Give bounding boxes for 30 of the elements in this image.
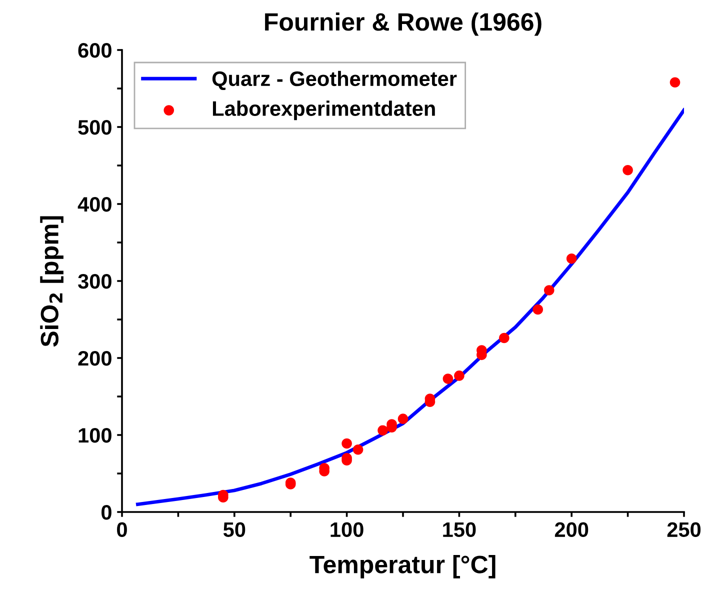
y-tick-label: 600 <box>78 43 112 58</box>
x-tick-label: 100 <box>330 522 364 538</box>
y-tick-label: 300 <box>78 274 112 289</box>
y-tick-label: 400 <box>78 197 112 212</box>
point <box>342 438 352 449</box>
point <box>532 304 544 315</box>
y-tick-label: 100 <box>78 428 112 443</box>
y-tick-label: 0 <box>102 505 112 520</box>
x-tick-label: 50 <box>223 522 246 538</box>
point <box>454 370 464 381</box>
point <box>378 425 388 436</box>
legend-label: Laborexperimentdaten <box>212 100 435 120</box>
x-tick-label: 200 <box>554 522 588 538</box>
point <box>398 414 408 424</box>
point <box>622 164 633 176</box>
point <box>670 77 680 88</box>
y-tick-label: 500 <box>78 120 112 135</box>
point <box>544 285 554 296</box>
y-tick-label: 200 <box>78 351 112 366</box>
chart-title: Fournier & Rowe (1966) <box>265 12 542 36</box>
x-axis-title: Temperatur [°C] <box>310 555 496 578</box>
point <box>352 444 364 455</box>
x-tick-label: 250 <box>667 522 701 538</box>
x-tick-label: 0 <box>117 522 127 538</box>
x-tick-label: 150 <box>443 522 476 538</box>
point <box>442 374 454 384</box>
y-axis-title: SiO$_{2}$ [ppm] <box>40 216 64 347</box>
legend-label: Quarz - Geothermometer <box>212 70 457 90</box>
point <box>499 332 510 344</box>
point <box>566 254 577 264</box>
